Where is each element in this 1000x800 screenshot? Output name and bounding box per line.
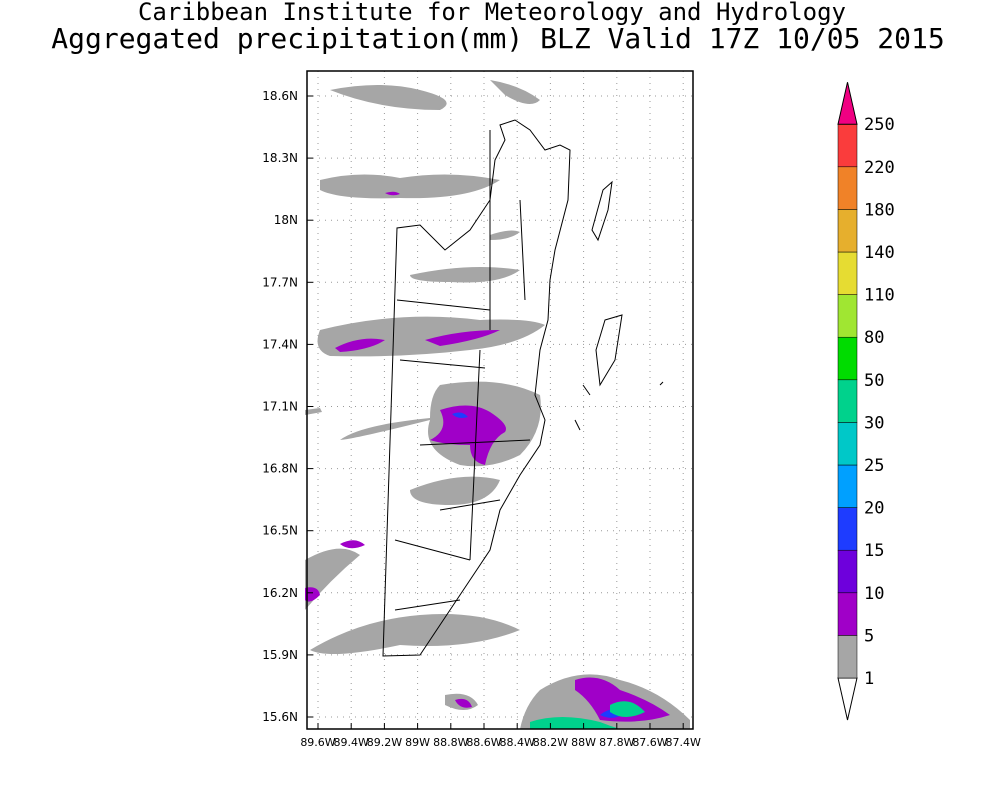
colorbar-box bbox=[837, 549, 858, 594]
lon-label: 89.2W bbox=[367, 736, 402, 749]
colorbar-box bbox=[837, 379, 858, 423]
lat-label: 15.6N bbox=[262, 710, 298, 724]
precipitation bbox=[305, 80, 690, 729]
colorbar-box bbox=[837, 166, 858, 210]
subtitle: Aggregated precipitation(mm) BLZ Valid 1… bbox=[51, 22, 944, 55]
lat-label: 17.1N bbox=[262, 400, 298, 414]
colorbar-label: 20 bbox=[864, 499, 884, 519]
lat-label: 16.8N bbox=[262, 462, 298, 476]
colorbar-label: 220 bbox=[864, 158, 895, 178]
colorbar-label: 25 bbox=[864, 456, 884, 476]
lat-label: 18N bbox=[274, 213, 298, 227]
colorbar-label: 50 bbox=[864, 371, 884, 391]
colorbar-box bbox=[837, 464, 858, 508]
colorbar-box bbox=[837, 592, 858, 636]
map-frame bbox=[306, 70, 694, 730]
lat-label: 17.7N bbox=[262, 275, 298, 289]
lon-label: 88.6W bbox=[466, 736, 501, 749]
colorbar-box bbox=[837, 123, 858, 168]
colorbar-label: 1 bbox=[864, 669, 874, 689]
lat-label: 16.2N bbox=[262, 586, 298, 600]
lon-label: 89W bbox=[405, 736, 430, 749]
colorbar-label: 250 bbox=[864, 115, 895, 135]
lon-label: 87.6W bbox=[632, 736, 667, 749]
colorbar-box bbox=[837, 635, 858, 679]
colorbar-label: 10 bbox=[864, 584, 884, 604]
colorbar-label: 80 bbox=[864, 328, 884, 348]
colorbar-label: 140 bbox=[864, 243, 895, 263]
title: Caribbean Institute for Meteorology and … bbox=[138, 0, 846, 26]
colorbar-box bbox=[837, 251, 858, 295]
coastline bbox=[382, 119, 664, 657]
lon-label: 88W bbox=[571, 736, 596, 749]
colorbar-box bbox=[837, 422, 858, 466]
lat-label: 15.9N bbox=[262, 648, 298, 662]
colorbar-box bbox=[837, 294, 858, 338]
lat-label: 18.6N bbox=[262, 89, 298, 103]
lat-label: 18.3N bbox=[262, 151, 298, 165]
lon-label: 87.4W bbox=[666, 736, 701, 749]
colorbar-box bbox=[837, 336, 858, 381]
lon-label: 88.2W bbox=[533, 736, 568, 749]
lon-label: 88.4W bbox=[500, 736, 535, 749]
colorbar-upper bbox=[837, 82, 858, 125]
colorbar-label: 180 bbox=[864, 200, 895, 220]
lon-label: 89.6W bbox=[300, 736, 335, 749]
lon-label: 88.8W bbox=[433, 736, 468, 749]
colorbar-box bbox=[837, 209, 858, 253]
colorbar-box bbox=[837, 507, 858, 551]
axis-labels: 18.6N 18.3N 18N 17.7N 17.4N 17.1N 16.8N 16.5N 16… bbox=[262, 89, 701, 749]
lat-label: 16.5N bbox=[262, 524, 298, 538]
colorbar-label: 30 bbox=[864, 413, 884, 433]
colorbar-label: 15 bbox=[864, 541, 884, 561]
colorbar-label: 110 bbox=[864, 286, 895, 306]
lat-label: 17.4N bbox=[262, 337, 298, 351]
lon-label: 87.8W bbox=[599, 736, 634, 749]
colorbar-label: 5 bbox=[864, 626, 874, 646]
lon-label: 89.4W bbox=[334, 736, 369, 749]
